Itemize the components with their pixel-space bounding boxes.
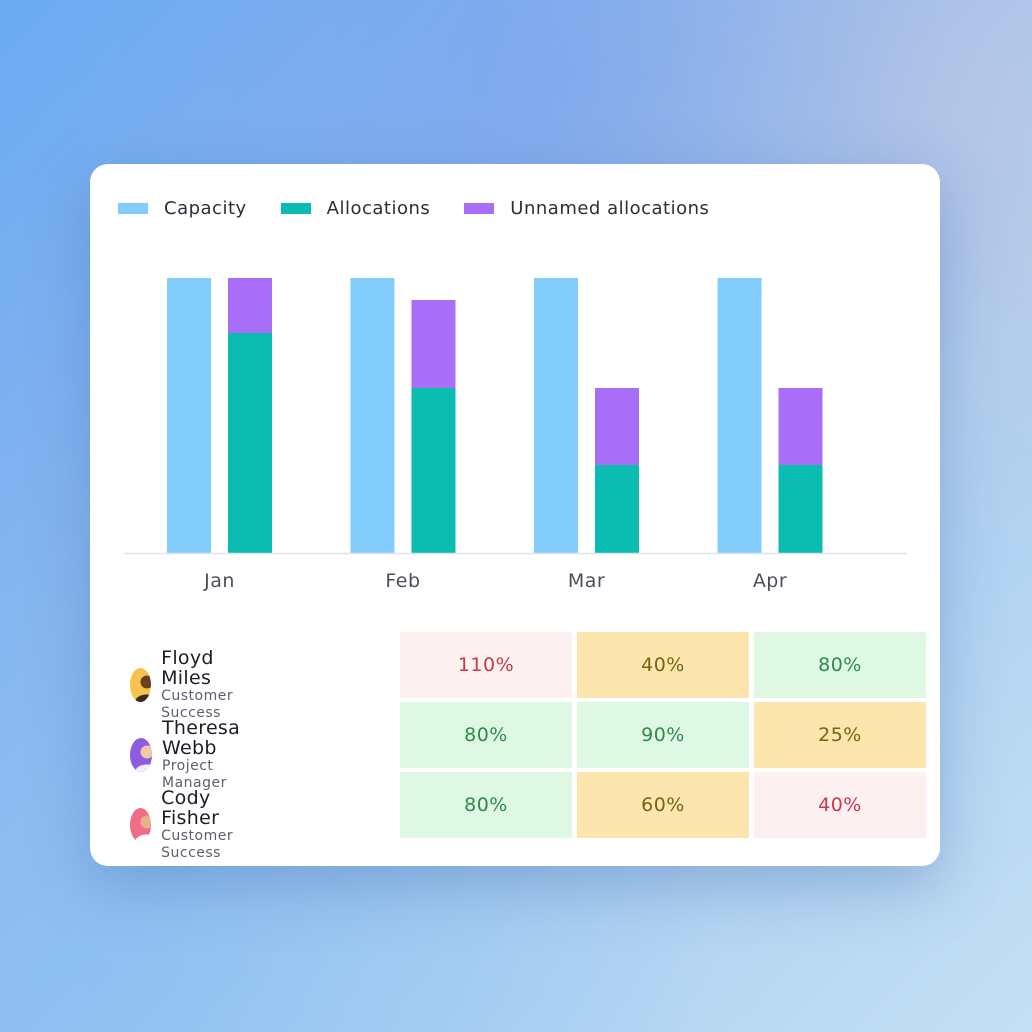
person-icon <box>135 745 153 772</box>
person-icon <box>135 675 152 702</box>
person-role: Customer Success <box>161 828 234 861</box>
legend-label-unnamed-allocations: Unnamed allocations <box>510 198 710 219</box>
legend-item-unnamed-allocations: Unnamed allocations <box>464 198 709 219</box>
person-role: Customer Success <box>161 688 234 721</box>
allocation-cell: 40% <box>577 632 749 698</box>
x-tick-label: Apr <box>753 570 787 592</box>
person-row-floyd-miles: Floyd Miles Customer Success <box>130 648 246 722</box>
bar-allocations-apr <box>778 465 823 553</box>
bar-chart: Jan Feb Mar Apr <box>124 278 907 592</box>
chart-legend: Capacity Allocations Unnamed allocations <box>118 198 743 219</box>
bar-capacity-mar <box>534 278 578 553</box>
bar-capacity-jan <box>167 278 211 553</box>
allocation-cell: 80% <box>400 772 572 838</box>
legend-item-capacity: Capacity <box>118 198 247 219</box>
person-info: Floyd Miles Customer Success <box>161 648 246 722</box>
person-row-cody-fisher: Cody Fisher Customer Success <box>130 788 246 862</box>
person-info: Theresa Webb Project Manager <box>162 718 252 792</box>
legend-swatch-capacity <box>118 203 148 214</box>
person-icon <box>135 815 152 842</box>
person-row-theresa-webb: Theresa Webb Project Manager <box>130 718 252 792</box>
capacity-card: Capacity Allocations Unnamed allocations… <box>90 164 940 866</box>
person-role: Project Manager <box>162 758 227 791</box>
x-tick-label: Jan <box>203 570 235 592</box>
legend-label-capacity: Capacity <box>164 198 247 219</box>
bar-unnamed-allocations-mar <box>595 388 639 465</box>
legend-item-allocations: Allocations <box>280 198 431 219</box>
bar-allocations-jan <box>228 333 272 553</box>
legend-label-allocations: Allocations <box>326 198 431 219</box>
x-tick-label: Feb <box>385 570 420 592</box>
avatar <box>130 808 152 842</box>
bar-unnamed-allocations-apr <box>778 388 823 465</box>
person-name: Floyd Miles <box>161 647 214 689</box>
person-name: Cody Fisher <box>161 787 220 829</box>
x-tick-label: Mar <box>568 570 605 592</box>
person-name: Theresa Webb <box>162 717 241 759</box>
bar-unnamed-allocations-feb <box>411 300 456 388</box>
bar-allocations-mar <box>595 465 639 553</box>
avatar <box>130 738 153 772</box>
allocation-cell: 80% <box>400 702 572 768</box>
bar-capacity-feb <box>350 278 395 553</box>
allocation-cell: 25% <box>754 702 926 768</box>
allocation-cell: 60% <box>577 772 749 838</box>
bar-unnamed-allocations-jan <box>228 278 272 333</box>
bar-allocations-feb <box>411 388 456 553</box>
bar-capacity-apr <box>717 278 762 553</box>
allocation-cell: 110% <box>400 632 572 698</box>
allocation-cell: 90% <box>577 702 749 768</box>
allocation-cell: 80% <box>754 632 926 698</box>
avatar <box>130 668 152 702</box>
allocation-cell: 40% <box>754 772 926 838</box>
legend-swatch-allocations <box>280 203 311 214</box>
legend-swatch-unnamed-allocations <box>464 203 495 214</box>
person-info: Cody Fisher Customer Success <box>161 788 246 862</box>
